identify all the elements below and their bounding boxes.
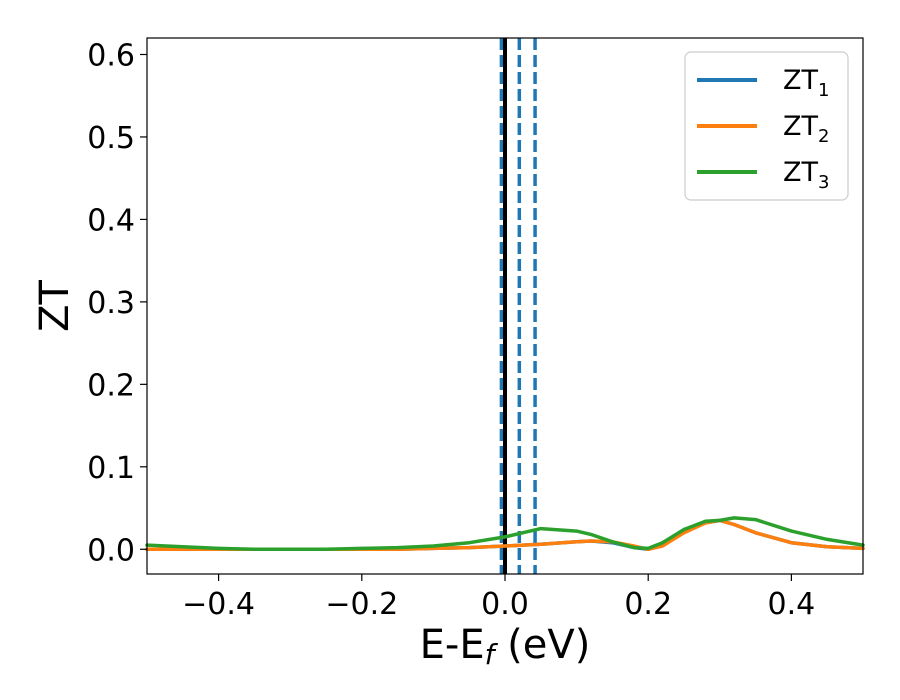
x-tick-label: −0.4 (182, 587, 255, 622)
x-axis-label: E-Ef (eV) (420, 622, 591, 671)
x-axis-ticks: −0.4 −0.2 0.0 0.2 0.4 (182, 574, 815, 622)
legend-label-zt2: ZT2 (783, 111, 829, 147)
vertical-reference-lines (499, 38, 537, 574)
legend-label-zt1: ZT1 (783, 65, 829, 101)
x-tick-label: 0.0 (481, 587, 529, 622)
legend: ZT1 ZT2 ZT3 (684, 51, 849, 201)
y-axis-label: ZT (32, 280, 78, 332)
y-tick-label: 0.1 (87, 451, 135, 486)
y-tick-label: 0.2 (87, 368, 135, 403)
y-tick-label: 0.0 (87, 533, 135, 568)
series-lines (145, 516, 865, 552)
y-tick-label: 0.5 (87, 121, 135, 156)
legend-label-zt3: ZT3 (783, 157, 829, 193)
legend-frame (684, 51, 849, 201)
x-tick-label: −0.2 (325, 587, 398, 622)
y-tick-label: 0.4 (87, 203, 135, 238)
y-tick-label: 0.3 (87, 286, 135, 321)
series-line-zt3 (145, 516, 865, 552)
x-tick-label: 0.2 (624, 587, 672, 622)
y-axis-ticks: 0.0 0.1 0.2 0.3 0.4 0.5 0.6 (87, 38, 147, 568)
y-tick-label: 0.6 (87, 38, 135, 73)
x-tick-label: 0.4 (768, 587, 816, 622)
